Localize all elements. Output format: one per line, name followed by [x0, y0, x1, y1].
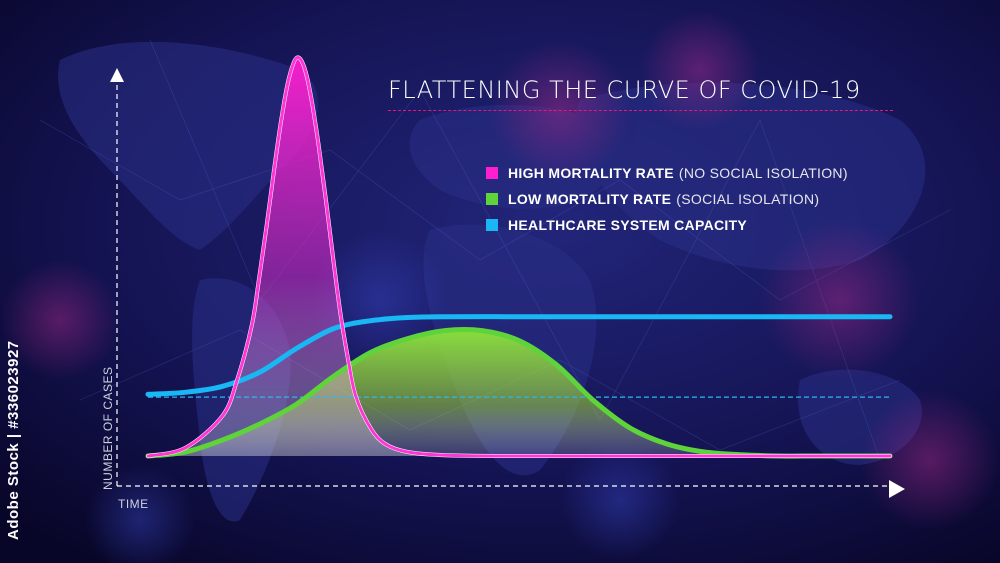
- legend-item-low: LOW MORTALITY RATE (SOCIAL ISOLATION): [486, 186, 848, 212]
- x-axis-label: TIME: [118, 497, 149, 511]
- title-underline: [388, 110, 893, 111]
- side-watermark-text: Adobe Stock | #336023927: [5, 340, 22, 540]
- series-fills: [148, 57, 890, 457]
- legend-swatch-high: [486, 167, 498, 179]
- chart-title: FLATTENING THE CURVE OF COVID-19: [388, 76, 861, 104]
- legend-item-capacity: HEALTHCARE SYSTEM CAPACITY: [486, 212, 848, 238]
- legend-swatch-low: [486, 193, 498, 205]
- legend-item-high: HIGH MORTALITY RATE (NO SOCIAL ISOLATION…: [486, 160, 848, 186]
- series-lines: [145, 55, 893, 459]
- legend-note-high: (NO SOCIAL ISOLATION): [678, 165, 848, 181]
- series-line-high: [146, 55, 892, 458]
- legend-swatch-capacity: [486, 219, 498, 231]
- x-axis-arrow-icon: [889, 480, 905, 498]
- legend-label-high: HIGH MORTALITY RATE: [508, 165, 674, 181]
- legend-note-low: (SOCIAL ISOLATION): [676, 191, 820, 207]
- y-axis-arrow-icon: [110, 68, 124, 82]
- y-axis-label: NUMBER OF CASES: [101, 366, 115, 490]
- axes: [110, 68, 905, 498]
- series-fill-high: [148, 57, 890, 457]
- legend: HIGH MORTALITY RATE (NO SOCIAL ISOLATION…: [486, 160, 848, 238]
- legend-label-low: LOW MORTALITY RATE: [508, 191, 672, 207]
- legend-label-capacity: HEALTHCARE SYSTEM CAPACITY: [508, 217, 748, 233]
